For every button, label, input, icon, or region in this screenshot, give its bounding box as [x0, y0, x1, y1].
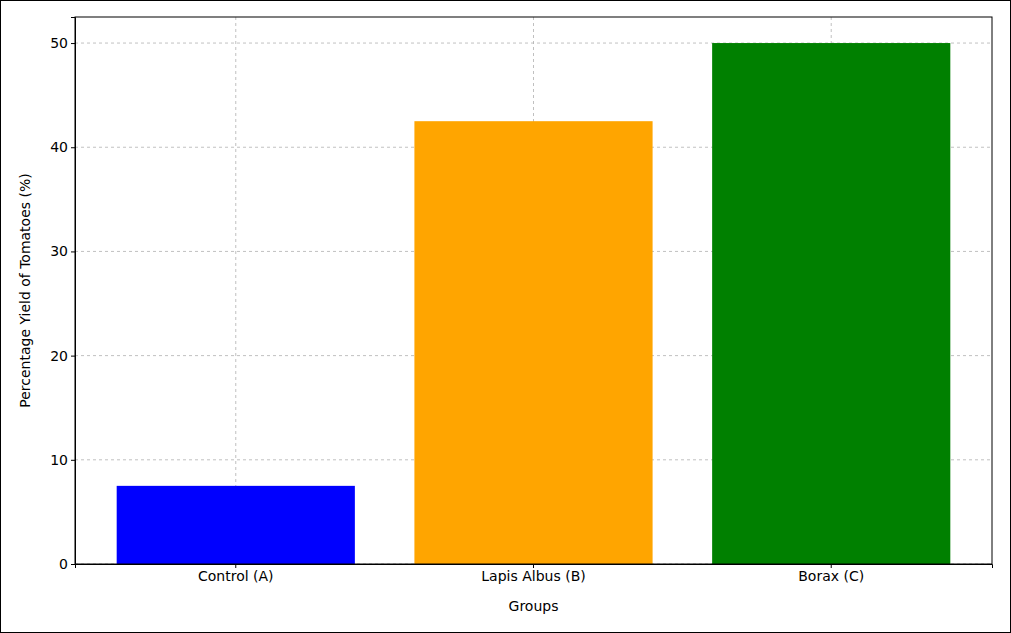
- figure-border: [1, 1, 1011, 633]
- bar: [414, 121, 652, 564]
- x-tick: Control (A): [198, 564, 274, 584]
- grid-line-x: [235, 17, 236, 564]
- y-tick: 40: [50, 139, 75, 155]
- y-tick-label: 30: [50, 243, 68, 259]
- y-tick-label: 0: [59, 556, 68, 572]
- y-tick-mark: [71, 564, 75, 565]
- bars: [117, 43, 951, 564]
- y-tick-mark: [71, 460, 75, 461]
- grid: [75, 17, 992, 564]
- y-tick-label: 40: [50, 139, 68, 155]
- plot: 0 10 20 30 40 50 Control (A) Lapis Albus (B) Bor…: [50, 17, 992, 584]
- y-tick: 10: [50, 452, 75, 468]
- x-tick-label: Lapis Albus (B): [481, 568, 585, 584]
- y-axis-line: [71, 18, 76, 565]
- y-tick-mark: [71, 251, 75, 252]
- x-tick-label: Borax (C): [798, 568, 864, 584]
- y-tick: 30: [50, 243, 75, 259]
- chart: 0 10 20 30 40 50 Control (A) Lapis Albus (B) Bor…: [0, 0, 1011, 633]
- x-axis-title: Groups: [509, 598, 559, 614]
- x-tick: Lapis Albus (B): [481, 564, 585, 584]
- y-tick: 0: [59, 556, 75, 572]
- y-tick: 50: [50, 35, 75, 51]
- y-axis-title: Percentage Yield of Tomatoes (%): [17, 173, 33, 408]
- y-tick-label: 20: [50, 348, 68, 364]
- y-tick-label: 50: [50, 35, 68, 51]
- bar: [117, 486, 355, 564]
- y-tick-mark: [71, 356, 75, 357]
- y-tick: 20: [50, 348, 75, 364]
- y-tick-mark: [71, 43, 75, 44]
- x-tick: Borax (C): [798, 564, 864, 584]
- y-tick-label: 10: [50, 452, 68, 468]
- plot-frame: [75, 17, 992, 564]
- y-tick-mark: [71, 147, 75, 148]
- y-axis: 0 10 20 30 40 50: [50, 18, 75, 572]
- x-tick-label: Control (A): [198, 568, 274, 584]
- bar: [712, 43, 950, 564]
- x-axis: Control (A) Lapis Albus (B) Borax (C): [76, 564, 993, 584]
